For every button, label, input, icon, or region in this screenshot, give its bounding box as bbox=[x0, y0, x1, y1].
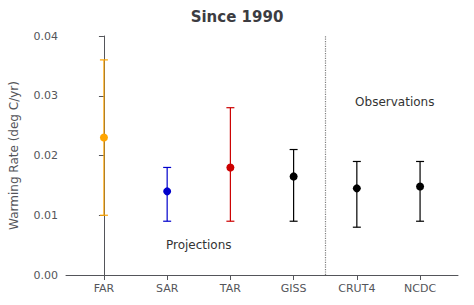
svg-text:SAR: SAR bbox=[156, 282, 179, 295]
svg-text:0.04: 0.04 bbox=[34, 30, 59, 43]
svg-text:FAR: FAR bbox=[94, 282, 115, 295]
svg-text:0.00: 0.00 bbox=[34, 269, 59, 282]
svg-text:0.01: 0.01 bbox=[34, 209, 59, 222]
svg-text:0.03: 0.03 bbox=[34, 89, 59, 102]
svg-text:Projections: Projections bbox=[166, 238, 232, 252]
svg-text:NCDC: NCDC bbox=[404, 282, 436, 295]
svg-text:TAR: TAR bbox=[219, 282, 241, 295]
svg-text:Warming Rate (deg C/yr): Warming Rate (deg C/yr) bbox=[7, 81, 21, 230]
svg-text:Observations: Observations bbox=[355, 95, 434, 109]
svg-text:0.02: 0.02 bbox=[34, 149, 59, 162]
svg-text:CRUT4: CRUT4 bbox=[338, 282, 375, 295]
svg-text:GISS: GISS bbox=[281, 282, 307, 295]
svg-text:Since 1990: Since 1990 bbox=[191, 8, 284, 26]
